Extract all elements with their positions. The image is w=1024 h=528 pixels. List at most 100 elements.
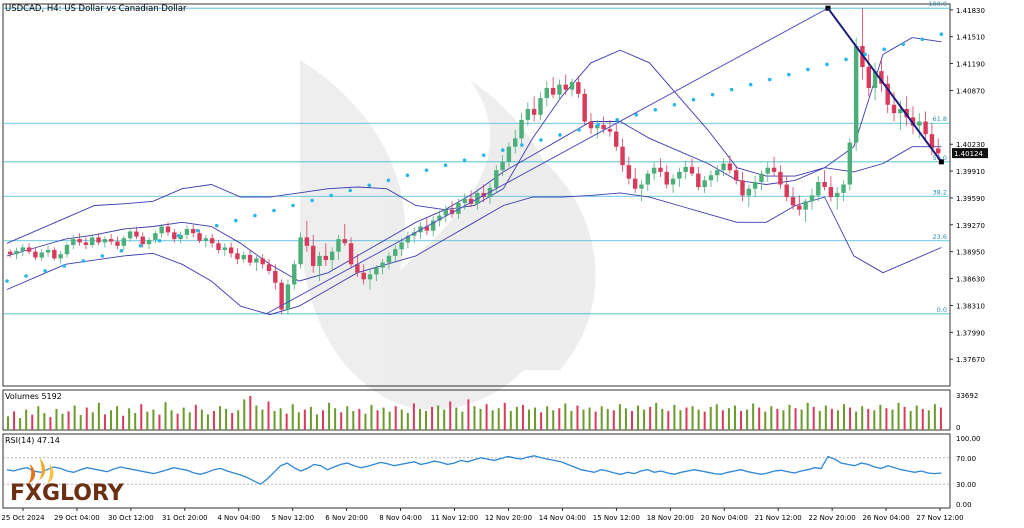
candle-body [405, 235, 411, 243]
candle-body [563, 84, 568, 90]
candle [683, 160, 688, 179]
volume-bar [618, 404, 621, 430]
rsi-axis-label: 100.00 [956, 435, 981, 443]
candle [108, 234, 114, 245]
fib-level-label: 100.0 [928, 0, 947, 8]
volume-bar [328, 402, 331, 430]
candle-body [771, 167, 777, 172]
candle-body [336, 239, 341, 252]
candle-body [159, 226, 164, 234]
fib-level-label: 61.8 [933, 115, 947, 123]
candle-body [273, 270, 278, 283]
candle-body [885, 83, 890, 105]
rsi-axis-label: 0.00 [956, 501, 972, 509]
sar-dot [329, 193, 333, 198]
sar-dot [882, 47, 886, 52]
sar-dot [806, 67, 810, 72]
volume-bar [358, 408, 361, 430]
candle [140, 232, 145, 248]
candle-body [733, 170, 739, 181]
candle [83, 237, 89, 250]
fib-level-label: 0.0 [937, 306, 947, 314]
sar-dot [462, 158, 467, 162]
time-tick-label: 25 Oct 2024 [1, 514, 45, 522]
candle-body [677, 171, 682, 179]
sar-dot [920, 37, 925, 42]
volume-bar [685, 407, 688, 430]
candle-body [134, 231, 139, 237]
candle [917, 113, 922, 139]
candle [841, 180, 846, 202]
candle-body [898, 108, 903, 114]
sar-dot [272, 208, 276, 213]
candle-body [367, 274, 373, 280]
sar-dot [539, 138, 543, 142]
candle [292, 260, 297, 290]
volume-bar [406, 413, 409, 430]
volume-bar [867, 408, 870, 430]
time-tick-label: 11 Nov 12:00 [431, 514, 478, 522]
volume-bar [830, 408, 833, 430]
volume-bar [140, 404, 143, 430]
sar-dot [24, 274, 28, 278]
volume-bar [534, 407, 537, 430]
candle [45, 245, 51, 257]
candle-body [525, 108, 531, 120]
candle [721, 158, 726, 177]
chart-title: USDCAD, H4: US Dollar vs Canadian Dollar [5, 4, 187, 14]
volume-bar [200, 409, 203, 430]
candle [879, 58, 884, 93]
candle-body [651, 167, 657, 174]
price-tick-label: 1.40230 [956, 141, 985, 149]
candle [626, 156, 632, 185]
candle-body [228, 247, 234, 254]
candle-body [872, 71, 878, 88]
volume-bar [219, 406, 222, 430]
volume-bar [79, 415, 82, 430]
volume-bar [721, 410, 724, 430]
candle-body [582, 93, 587, 122]
candle-body [209, 238, 215, 244]
candle-body [127, 231, 133, 239]
volume-bar [564, 403, 567, 430]
volume-bar [43, 413, 46, 430]
candle [329, 247, 335, 271]
volume-bar [376, 410, 379, 430]
sar-dot [825, 62, 829, 67]
volume-bar [691, 406, 694, 430]
candle [121, 235, 127, 250]
sar-dot [119, 249, 124, 253]
candle-body [626, 165, 632, 179]
volume-bar [146, 411, 149, 430]
candle-body [260, 258, 265, 265]
candle [228, 242, 234, 258]
price-tick-label: 1.37990 [956, 329, 985, 337]
sar-dot [672, 102, 677, 107]
candle-body [203, 238, 209, 241]
candle [165, 222, 171, 236]
candle-body [828, 187, 834, 198]
candle-body [216, 243, 221, 250]
candle-body [853, 45, 859, 143]
volume-bar [927, 410, 930, 430]
sar-dot [691, 97, 696, 102]
volume-bar [546, 406, 549, 430]
candle-body [531, 108, 537, 115]
volume-bar [315, 414, 318, 430]
volume-bar [394, 406, 397, 430]
volume-bar [558, 408, 561, 430]
candle [317, 251, 322, 282]
volume-bar [122, 415, 125, 430]
candle [412, 227, 417, 244]
volume-bar [116, 406, 119, 430]
volume-bar [188, 412, 191, 430]
time-tick-label: 31 Oct 20:00 [162, 514, 208, 522]
volume-bar [836, 410, 839, 430]
candle-body [102, 239, 108, 243]
volume-bar [891, 409, 894, 430]
sar-dot [710, 92, 715, 97]
candle [437, 210, 442, 227]
volume-bar [733, 405, 736, 430]
